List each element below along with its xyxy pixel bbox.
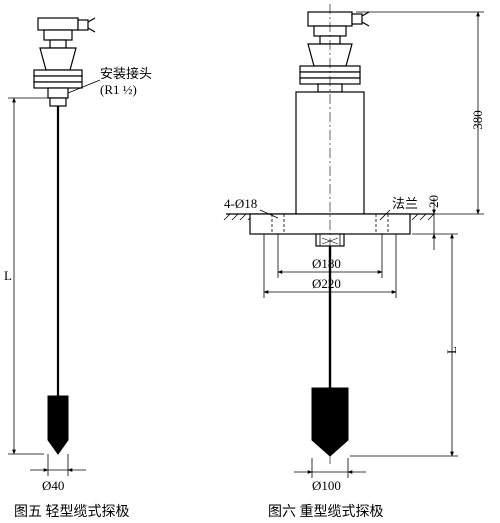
dim-L-right-label: L <box>444 346 459 354</box>
figure-light-cable-probe: 安装接头 (R1 ½) L Ø40 图五 轻型缆式探极 <box>4 18 152 520</box>
dim-phi100-label: Ø100 <box>312 478 341 493</box>
holes-label: 4-Ø18 <box>224 196 257 211</box>
connector-label-1: 安装接头 <box>100 66 152 81</box>
dim-380-label: 380 <box>470 110 485 130</box>
connector-label-2: (R1 ½) <box>100 82 137 97</box>
dim-phi40 <box>30 454 86 476</box>
flange-label: 法兰 <box>392 196 418 211</box>
probe-weight-left <box>48 396 68 454</box>
dim-phi180-label: Ø180 <box>312 256 341 271</box>
figure-heavy-cable-probe: 4-Ø18 法兰 380 20 L <box>224 4 485 520</box>
caption-left: 图五 轻型缆式探极 <box>14 504 130 520</box>
transmitter-head-left <box>34 18 95 106</box>
drawing-canvas: 安装接头 (R1 ½) L Ø40 图五 轻型缆式探极 <box>0 0 500 523</box>
transmitter-head-right <box>300 12 369 92</box>
dim-phi40-label: Ø40 <box>42 478 64 493</box>
dim-L-right <box>350 234 458 456</box>
dim-L-left <box>8 98 48 454</box>
dim-20-label: 20 <box>426 195 441 208</box>
dim-phi220-label: Ø220 <box>312 276 341 291</box>
caption-right: 图六 重型缆式探极 <box>268 504 384 520</box>
dim-L-left-label: L <box>4 268 12 283</box>
dim-380 <box>356 12 484 214</box>
